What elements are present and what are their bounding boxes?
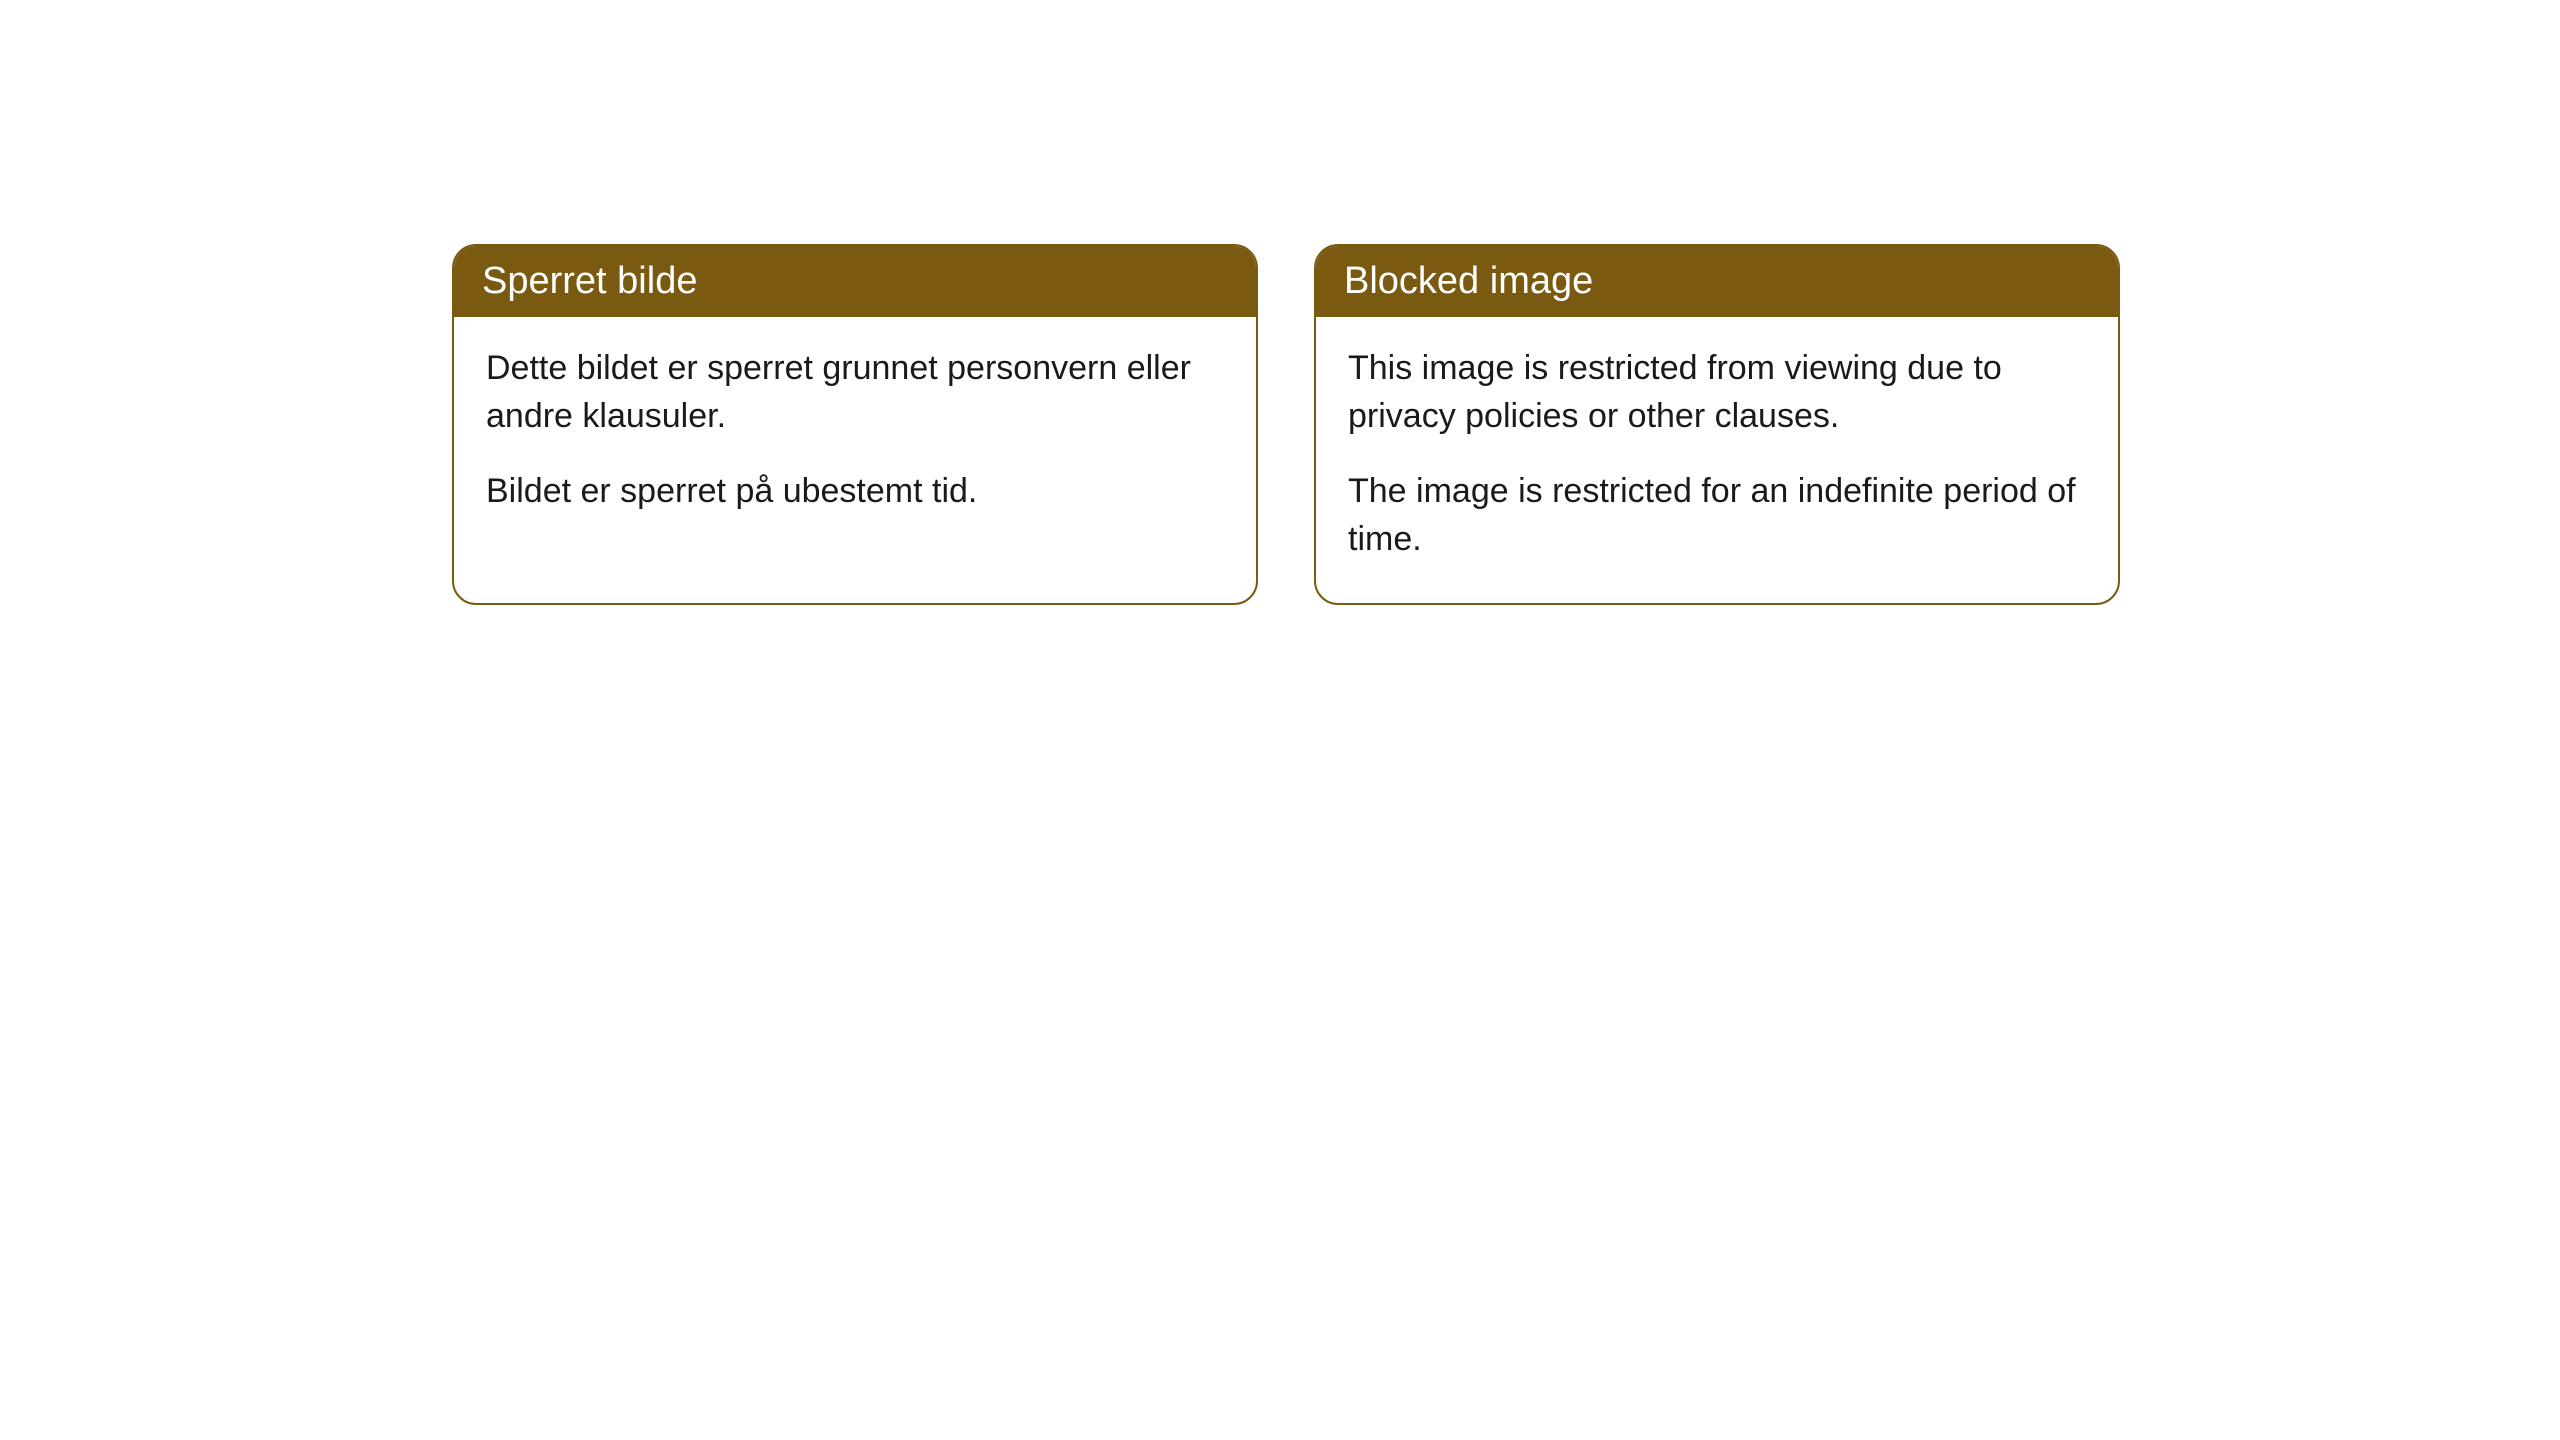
blocked-image-card-norwegian: Sperret bilde Dette bildet er sperret gr…: [452, 244, 1258, 605]
card-title-english: Blocked image: [1316, 246, 2118, 317]
card-paragraph-2-english: The image is restricted for an indefinit…: [1348, 468, 2086, 563]
card-paragraph-1-english: This image is restricted from viewing du…: [1348, 345, 2086, 440]
card-paragraph-2-norwegian: Bildet er sperret på ubestemt tid.: [486, 468, 1224, 516]
card-body-norwegian: Dette bildet er sperret grunnet personve…: [454, 317, 1256, 556]
card-paragraph-1-norwegian: Dette bildet er sperret grunnet personve…: [486, 345, 1224, 440]
blocked-image-card-english: Blocked image This image is restricted f…: [1314, 244, 2120, 605]
card-title-norwegian: Sperret bilde: [454, 246, 1256, 317]
card-body-english: This image is restricted from viewing du…: [1316, 317, 2118, 603]
cards-container: Sperret bilde Dette bildet er sperret gr…: [452, 244, 2120, 605]
